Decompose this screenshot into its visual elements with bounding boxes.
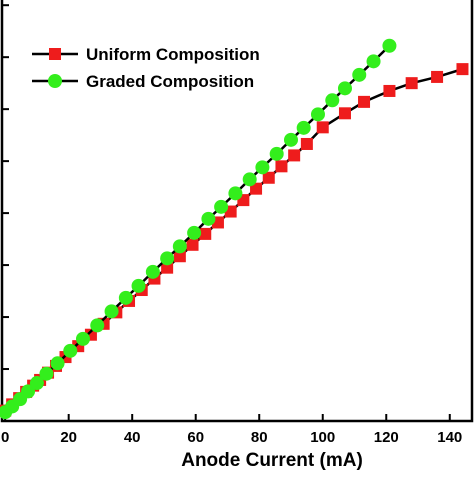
marker	[172, 239, 187, 254]
marker	[50, 356, 65, 371]
marker	[269, 146, 284, 161]
marker	[382, 38, 397, 53]
marker	[366, 54, 381, 69]
marker	[358, 95, 371, 108]
x-tick-label: 20	[60, 429, 77, 446]
marker	[310, 107, 325, 122]
plot-frame	[0, 0, 474, 423]
marker	[262, 171, 275, 184]
marker	[242, 172, 257, 187]
x-tick-label: 100	[310, 429, 335, 446]
marker	[63, 343, 78, 358]
marker	[316, 121, 329, 134]
marker	[21, 384, 36, 399]
x-tick-label: 60	[187, 429, 204, 446]
marker	[186, 238, 199, 251]
x-tick-label: 0	[1, 429, 9, 446]
marker	[228, 186, 243, 201]
marker	[173, 250, 186, 263]
marker	[288, 149, 301, 162]
marker	[300, 137, 313, 150]
marker	[214, 199, 229, 214]
marker	[201, 211, 216, 226]
marker	[75, 331, 90, 346]
x-tick-label: 80	[251, 429, 268, 446]
x-tick-label: 40	[124, 429, 141, 446]
legend-label: Uniform Composition	[86, 45, 260, 64]
marker	[29, 376, 44, 391]
marker	[160, 251, 175, 266]
marker	[104, 304, 119, 319]
marker	[145, 264, 160, 279]
marker	[296, 120, 311, 135]
marker	[325, 93, 340, 108]
marker	[187, 225, 202, 240]
x-axis-label: Anode Current (mA)	[181, 450, 363, 471]
x-tick-label: 140	[437, 429, 462, 446]
marker	[275, 160, 288, 173]
legend-label: Graded Composition	[86, 72, 254, 91]
marker	[431, 70, 444, 83]
marker	[337, 81, 352, 96]
marker	[283, 132, 298, 147]
marker	[199, 227, 212, 240]
marker	[118, 290, 133, 305]
legend-marker	[49, 48, 61, 60]
marker	[405, 77, 418, 90]
legend-marker	[48, 74, 62, 88]
marker	[338, 107, 351, 120]
marker	[161, 261, 174, 274]
x-tick-label: 120	[374, 429, 399, 446]
marker	[456, 63, 469, 76]
marker	[255, 160, 270, 175]
marker	[90, 318, 105, 333]
series-line	[4, 67, 463, 412]
marker	[383, 84, 396, 97]
marker	[352, 67, 367, 82]
marker	[39, 366, 54, 381]
marker	[250, 182, 263, 195]
marker	[131, 278, 146, 293]
